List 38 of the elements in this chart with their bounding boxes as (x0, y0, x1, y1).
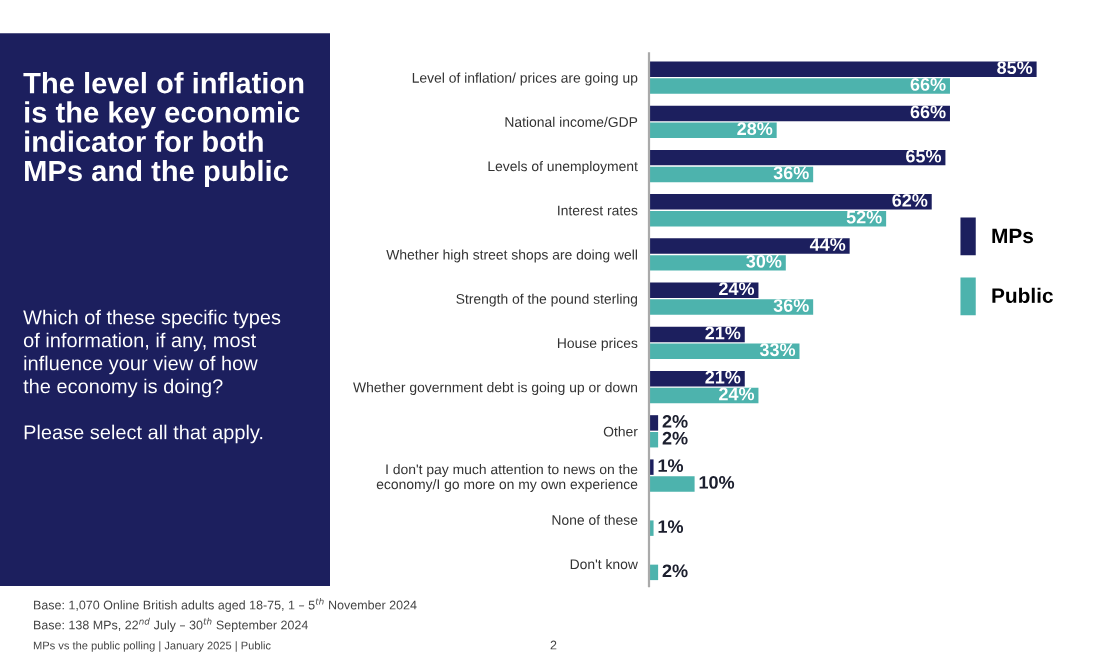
data-label: 21% (705, 326, 741, 340)
bar (649, 105, 950, 122)
bar (649, 149, 946, 166)
data-label: 2% (662, 431, 688, 445)
data-label: 33% (759, 343, 796, 357)
data-label: 10% (699, 476, 735, 489)
data-label: 36% (773, 166, 809, 180)
data-label: 24% (719, 387, 755, 401)
legend-label: Public (992, 287, 1053, 304)
data-label: 28% (737, 122, 773, 136)
data-label: 30% (746, 254, 782, 268)
data-label: 24% (719, 282, 755, 296)
data-label: 44% (809, 238, 846, 251)
data-label: 2% (662, 414, 688, 428)
bar (649, 194, 932, 210)
bar (649, 255, 786, 271)
data-label: 36% (773, 299, 809, 312)
data-label: 66% (910, 105, 946, 119)
bar (649, 78, 950, 94)
legend-label: MPs (992, 228, 1034, 244)
data-label: 62% (892, 193, 928, 207)
data-label: 85% (997, 61, 1033, 75)
bar (649, 415, 659, 431)
text: Which of these specific types of information, if any, most influence your view of how the economy is doing? Please select all that apply. (23, 309, 281, 444)
bar (649, 476, 695, 492)
bar (649, 61, 1037, 77)
bar (649, 210, 887, 227)
bar (649, 122, 777, 138)
data-label: 1% (658, 520, 684, 533)
data-label: 52% (846, 210, 882, 224)
bar (649, 299, 814, 315)
bar (649, 238, 850, 254)
data-label: 2% (662, 564, 688, 578)
data-label: 1% (658, 459, 684, 472)
data-label: 65% (906, 149, 942, 163)
data-label: 21% (705, 370, 741, 384)
data-label: 66% (910, 78, 946, 91)
text: The level of inflation is the key economic indicator for both MPs and the public (23, 71, 304, 188)
